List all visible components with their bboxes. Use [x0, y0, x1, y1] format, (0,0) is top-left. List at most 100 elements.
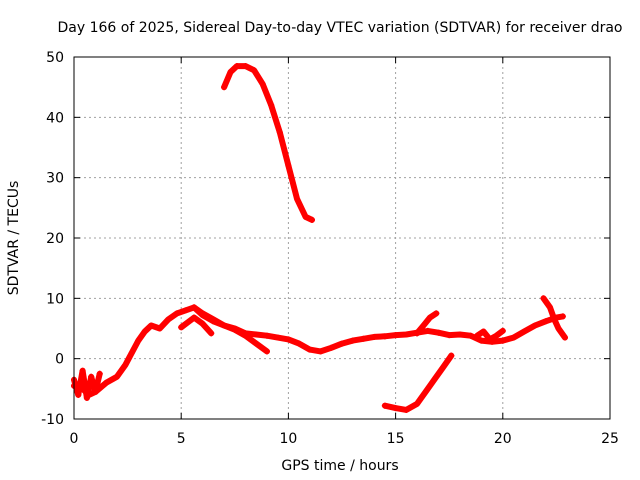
- data-point: [424, 327, 431, 334]
- data-point: [231, 326, 238, 333]
- data-point: [499, 327, 506, 334]
- data-point: [431, 376, 438, 383]
- data-point: [308, 216, 315, 223]
- data-point: [555, 325, 562, 332]
- data-point: [83, 394, 90, 401]
- y-tick-label: 0: [55, 352, 64, 368]
- data-point: [433, 310, 440, 317]
- data-point: [259, 81, 266, 88]
- data-point: [233, 63, 240, 70]
- data-point: [306, 346, 313, 353]
- data-point: [296, 340, 303, 347]
- data-point: [178, 324, 185, 331]
- y-tick-label: 30: [46, 171, 64, 187]
- data-point: [435, 329, 442, 336]
- data-point: [165, 316, 172, 323]
- data-point: [328, 344, 335, 351]
- series-early-scatter: [71, 367, 103, 401]
- series-branch-5h: [178, 314, 215, 337]
- data-point: [253, 340, 260, 347]
- y-tick-label: -10: [41, 412, 64, 428]
- data-point: [392, 332, 399, 339]
- data-point: [148, 322, 155, 329]
- data-point: [426, 314, 433, 321]
- x-tick-label: 15: [387, 431, 405, 447]
- data-point: [546, 304, 553, 311]
- data-point: [268, 102, 275, 109]
- y-tick-label: 20: [46, 231, 64, 247]
- series-branch-22h: [540, 295, 568, 341]
- x-tick-label: 5: [177, 431, 186, 447]
- data-point: [317, 348, 324, 355]
- data-point: [92, 388, 99, 395]
- data-point: [339, 340, 345, 347]
- data-point: [199, 320, 206, 327]
- data-point: [221, 322, 228, 329]
- data-point: [227, 69, 234, 76]
- data-point: [302, 213, 309, 220]
- data-point: [191, 314, 198, 321]
- data-point: [439, 364, 446, 371]
- data-point: [128, 349, 135, 356]
- data-point: [182, 307, 189, 314]
- data-point: [285, 162, 292, 169]
- data-point: [251, 67, 258, 74]
- data-point: [122, 361, 129, 368]
- series-main-band: [71, 304, 566, 398]
- series-high-arc: [221, 63, 315, 223]
- data-point: [263, 348, 270, 355]
- data-point: [403, 331, 410, 338]
- y-axis-label: SDTVAR / TECUs: [6, 181, 22, 296]
- data-point: [542, 318, 549, 325]
- grid-layer: [74, 57, 610, 419]
- data-point: [414, 400, 421, 407]
- data-point: [199, 312, 206, 319]
- data-point: [371, 333, 378, 340]
- data-point: [499, 337, 506, 344]
- data-point: [276, 129, 283, 136]
- data-point: [478, 337, 485, 344]
- data-point: [381, 333, 388, 340]
- data-point: [184, 319, 191, 326]
- data-point: [561, 334, 568, 341]
- data-point: [253, 331, 260, 338]
- series-spike-16h: [414, 310, 440, 337]
- series-line-low-arc: [381, 352, 455, 413]
- data-point: [403, 406, 410, 413]
- data-point: [448, 352, 455, 359]
- ticks-layer: 0 5 10 15 20 25 -10 0 10 20 30 40 50: [41, 50, 619, 447]
- data-point: [360, 335, 367, 342]
- series-layer: [71, 63, 568, 413]
- data-point: [422, 388, 429, 395]
- series-line-high-arc: [221, 63, 315, 223]
- series-line-spike-16h: [414, 310, 440, 337]
- x-tick-label: 20: [494, 431, 512, 447]
- data-point: [521, 328, 528, 335]
- data-point: [210, 318, 217, 325]
- data-point: [208, 330, 215, 337]
- series-low-arc: [381, 352, 455, 413]
- data-point: [156, 325, 163, 332]
- x-tick-label: 0: [70, 431, 79, 447]
- data-point: [135, 337, 142, 344]
- series-spike-19h: [474, 327, 506, 343]
- data-point: [349, 337, 356, 344]
- data-point: [88, 373, 95, 380]
- x-tick-label: 10: [279, 431, 297, 447]
- data-point: [274, 334, 281, 341]
- series-branch-6h: [191, 304, 270, 355]
- data-point: [420, 322, 427, 329]
- y-tick-label: 10: [46, 291, 64, 307]
- data-point: [263, 332, 270, 339]
- data-point: [96, 370, 103, 377]
- data-point: [474, 332, 481, 339]
- data-point: [392, 405, 399, 412]
- data-point: [559, 313, 566, 320]
- data-point: [242, 332, 249, 339]
- y-tick-label: 50: [46, 50, 64, 66]
- data-point: [467, 332, 474, 339]
- data-point: [79, 367, 86, 374]
- data-point: [414, 330, 421, 337]
- x-tick-label: 25: [601, 431, 619, 447]
- data-point: [540, 295, 547, 302]
